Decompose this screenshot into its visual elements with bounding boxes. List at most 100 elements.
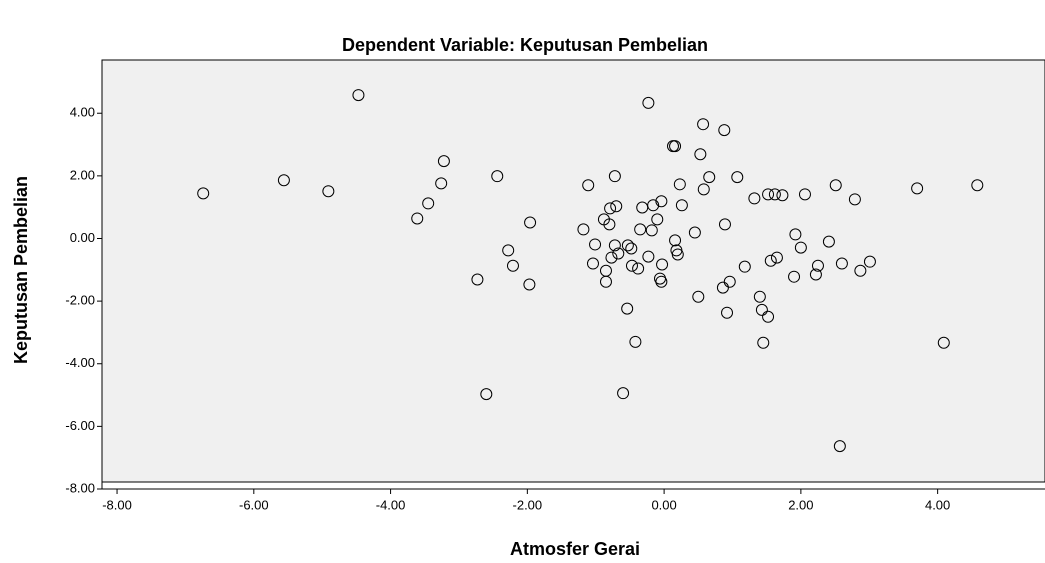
point [480,388,493,401]
point [863,255,876,268]
point [655,195,668,208]
point [692,290,705,303]
point [738,260,751,273]
point [937,336,950,349]
point [673,178,686,191]
point [577,223,590,236]
point [502,244,515,257]
x-tick-label: -4.00 [376,497,406,512]
point [435,177,448,190]
point [809,268,822,281]
point [610,200,623,213]
y-tick-label: 0.00 [70,230,95,245]
point [621,239,634,252]
point [703,171,716,184]
point [697,183,710,196]
point [776,189,789,202]
point [608,239,621,252]
point [762,310,775,323]
point [625,242,638,255]
point [770,251,783,264]
point [829,179,842,192]
point [798,188,811,201]
point [617,387,630,400]
point [757,336,770,349]
point [764,254,777,267]
point [718,124,731,137]
point [753,290,766,303]
point [768,188,781,201]
point [471,273,484,286]
point [491,170,504,183]
plot-area [101,59,1045,483]
point [589,238,602,251]
point [605,251,618,264]
point [642,96,655,109]
point [586,257,599,270]
point [854,264,867,277]
point [645,224,658,237]
point [788,270,801,283]
point [655,275,668,288]
x-tick-label: 4.00 [925,497,950,512]
point [716,281,729,294]
point [811,259,824,272]
point [411,212,424,225]
point [789,228,802,241]
point [632,262,645,275]
point [835,257,848,270]
y-tick-label: -6.00 [65,418,95,433]
point [599,264,612,277]
point [794,241,807,254]
point [582,179,595,192]
y-axis-label: Keputusan Pembelian [11,176,31,364]
point [422,197,435,210]
point [642,250,655,263]
point [634,223,647,236]
x-tick-label: 2.00 [788,497,813,512]
point [604,202,617,215]
point [629,335,642,348]
point [322,185,335,198]
point [524,216,537,229]
point [675,199,688,212]
point [277,174,290,187]
point [971,179,984,192]
point [437,155,450,168]
y-tick-label: 4.00 [70,105,95,120]
x-axis-label: Atmosfer Gerai [510,539,640,559]
point [612,247,625,260]
point [755,303,768,316]
point [523,278,536,291]
y-tick-label: -2.00 [65,293,95,308]
point [656,258,669,271]
point [762,188,775,201]
point [506,259,519,272]
point [625,259,638,272]
chart-title: Dependent Variable: Keputusan Pembelian [342,35,708,55]
point [621,302,634,315]
point [671,248,684,261]
point [688,226,701,239]
point [603,218,616,231]
point [748,192,761,205]
x-tick-label: -6.00 [239,497,269,512]
point [694,148,707,161]
x-tick-label: 0.00 [651,497,676,512]
point [651,213,664,226]
point [723,275,736,288]
point [352,89,365,102]
point [848,193,861,206]
point [608,170,621,183]
y-tick-label: -4.00 [65,355,95,370]
x-tick-label: -8.00 [102,497,132,512]
point [669,140,682,153]
point [697,118,710,131]
point [721,306,734,319]
point [731,171,744,184]
point [911,182,924,195]
y-tick-label: -8.00 [65,480,95,495]
point [718,218,731,231]
x-tick-label: -2.00 [513,497,543,512]
